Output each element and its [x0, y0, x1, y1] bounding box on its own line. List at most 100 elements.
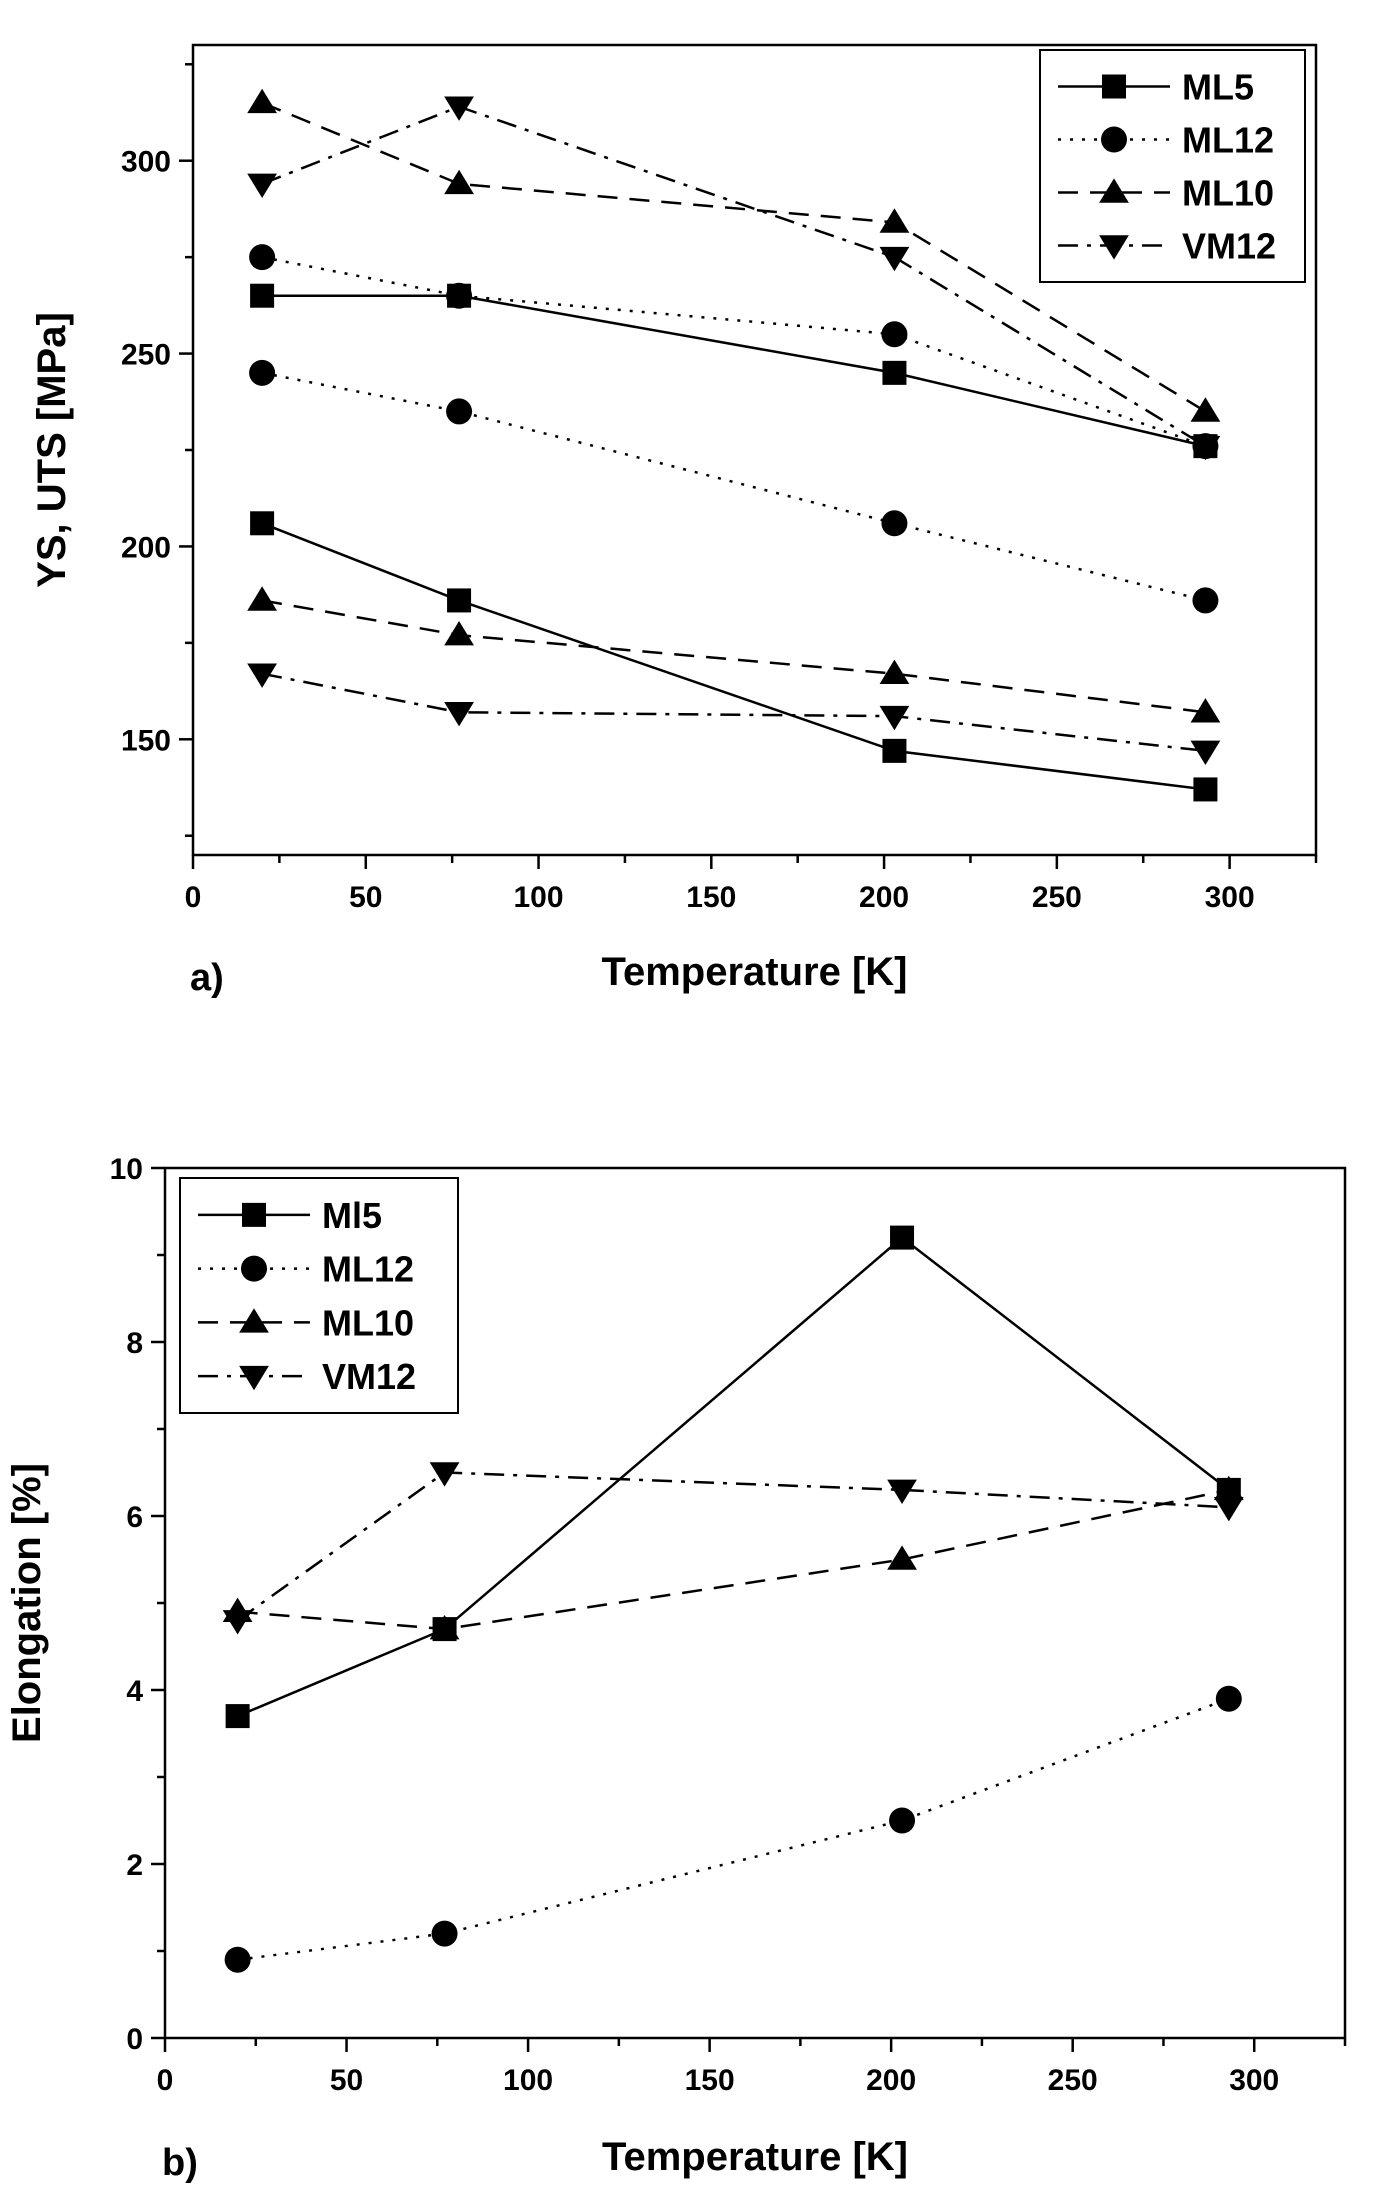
chart-a-series-ml10-ys-point — [1190, 698, 1221, 723]
chart-a-series-ml5-ys-point — [1193, 777, 1218, 802]
chart-b-legend-marker-ml12 — [241, 1255, 267, 1282]
chart-a-series-ml12-ys-line — [261, 371, 1206, 602]
chart-a-series-vm12-uts-point — [879, 246, 910, 272]
chart-a-series-vm12-uts-line — [261, 105, 1207, 448]
chart-b-series-ml12-point — [889, 1807, 916, 1834]
chart-b-legend-marker-ml10 — [239, 1308, 269, 1333]
chart-a-series-vm12-uts-point — [247, 173, 277, 198]
chart-b-y-tick-label: 2 — [126, 1849, 143, 1882]
chart-a-series-ml12-uts-point — [446, 282, 473, 309]
chart-b-series-ml10-point — [1213, 1475, 1244, 1501]
chart-a-y-axis-title: YS, UTS [MPa] — [30, 312, 74, 588]
chart-a-x-tick-label: 150 — [686, 881, 736, 914]
chart-a-series-vm12-uts-point — [1190, 435, 1221, 461]
chart-b-series-ml12-point — [431, 1920, 458, 1947]
chart-b-legend-label-ml5: Ml5 — [322, 1195, 382, 1236]
chart-a-legend-label-ml12: ML12 — [1182, 120, 1274, 161]
chart-b-series-vm12-point — [1213, 1497, 1244, 1522]
chart-b-series-ml12-point — [1215, 1685, 1242, 1712]
chart-a-series-vm12-ys-point — [879, 705, 910, 731]
chart-b-legend-label-ml10: ML10 — [322, 1302, 414, 1343]
chart-a-series-ml12-ys-point — [249, 359, 276, 386]
chart-b-x-tick-label: 150 — [685, 2064, 735, 2097]
chart-a-x-tick-label: 300 — [1205, 881, 1255, 914]
chart-a-x-axis-title: Temperature [K] — [602, 950, 908, 994]
chart-b-series-vm12-line — [236, 1471, 1229, 1622]
chart-a: 0 50 100 150 200 250 300 150 200 250 300 Temperatur… — [30, 43, 1318, 999]
chart-a-x-tick-label: 50 — [349, 881, 382, 914]
chart-a-series-vm12-uts-point — [444, 96, 474, 121]
chart-b-series-ml5-point — [225, 1704, 250, 1729]
chart-a-series-ml5-uts-line — [262, 294, 1206, 448]
chart-a-series-ml12-ys-point — [446, 398, 473, 425]
chart-a-series-ml5-ys-point — [250, 511, 275, 536]
chart-a-series-ml5-ys-point — [447, 588, 472, 613]
chart-a-series-ml12-uts-line — [261, 255, 1206, 448]
chart-a-x-tick-label: 250 — [1032, 881, 1082, 914]
chart-a-legend-label-ml10: ML10 — [1182, 173, 1274, 214]
chart-b-y-tick-label: 6 — [126, 1501, 143, 1534]
chart-b-y-tick-label: 0 — [126, 2023, 143, 2056]
chart-a-legend: ML5 ML12 ML10 VM12 — [1039, 49, 1306, 283]
chart-a-series-ml5-uts-point — [882, 360, 907, 385]
chart-a-y-tick-label: 200 — [121, 531, 171, 564]
chart-b-legend: Ml5 ML12 ML10 VM12 — [179, 1177, 459, 1414]
chart-b-legend-box — [179, 1177, 459, 1414]
chart-a-series-ml12-ys-point — [881, 510, 908, 537]
chart-a-series-ml10-uts-point — [879, 208, 910, 233]
chart-a-legend-box — [1039, 49, 1306, 283]
chart-b-series-ml12-line — [237, 1697, 1230, 1961]
chart-a-series-ml12-uts-point — [881, 321, 908, 348]
chart-b-panel-label: b) — [162, 2142, 198, 2184]
chart-a-series-ml10-uts-line — [261, 101, 1207, 413]
chart-b-x-tick-label: 100 — [503, 2064, 553, 2097]
chart-a-series-ml5-ys-line — [261, 522, 1206, 791]
chart-b-series-ml12-point — [224, 1946, 251, 1973]
chart-a-x-tick-label: 200 — [859, 881, 909, 914]
chart-a-legend-label-ml5: ML5 — [1182, 67, 1254, 108]
chart-a-x-tick-label: 0 — [185, 881, 202, 914]
chart-b-x-axis-title: Temperature [K] — [602, 2135, 908, 2179]
chart-a-series-ml5-uts-point — [250, 283, 275, 308]
chart-a-panel-label: a) — [190, 957, 224, 999]
chart-a-x-tick-label: 100 — [514, 881, 564, 914]
chart-a-series-ml10-ys-point — [247, 586, 277, 611]
chart-a-series-ml10-uts-point — [444, 169, 474, 195]
chart-b-y-tick-label: 10 — [110, 1153, 143, 1186]
chart-b-series-vm12-point — [887, 1479, 917, 1505]
chart-a-series-ml10-ys-point — [879, 659, 910, 684]
chart-b-x-tick-label: 250 — [1048, 2064, 1098, 2097]
chart-b-x-tick-label: 200 — [866, 2064, 916, 2097]
chart-a-legend-marker-ml5 — [1102, 74, 1126, 99]
chart-b-x-tick-label: 0 — [157, 2064, 174, 2097]
chart-a-series-vm12-ys-point — [1190, 740, 1221, 765]
chart-a-series-vm12-ys-point — [444, 702, 474, 727]
chart-b-y-tick-label: 8 — [126, 1327, 143, 1360]
chart-b-series-ml5-point — [890, 1225, 915, 1250]
chart-b-series-vm12-point — [429, 1462, 460, 1487]
chart-b-legend-marker-ml5 — [242, 1202, 266, 1227]
chart-a-series-ml12-uts-point — [249, 244, 276, 271]
chart-a-legend-marker-ml10 — [1099, 178, 1129, 203]
chart-a-series-vm12-ys-line — [261, 672, 1206, 753]
chart-b-x-tick-label: 50 — [330, 2064, 363, 2097]
chart-a-series-vm12-ys-point — [247, 663, 277, 688]
chart-b-series-ml10-point — [429, 1614, 460, 1640]
chart-a-series-ml10-ys-line — [261, 599, 1206, 714]
chart-b-series-ml10-line — [237, 1488, 1230, 1631]
chart-b-x-tick-label: 300 — [1229, 2064, 1279, 2097]
chart-b-series-ml10-point — [887, 1545, 917, 1570]
chart-b-y-tick-label: 4 — [126, 1675, 143, 1708]
chart-b-legend-label-vm12: VM12 — [322, 1356, 416, 1397]
chart-a-y-tick-label: 300 — [121, 146, 171, 179]
chart-b-series-ml5-line — [237, 1235, 1230, 1718]
chart-a-legend-marker-vm12 — [1099, 235, 1129, 260]
chart-a-legend-marker-ml12 — [1101, 126, 1127, 153]
chart-b-legend-marker-vm12 — [239, 1365, 269, 1391]
chart-a-y-tick-label: 150 — [121, 724, 171, 757]
chart-a-legend-label-vm12: VM12 — [1182, 226, 1276, 267]
chart-b-y-axis-title: Elongation [%] — [5, 1463, 49, 1743]
chart-a-y-tick-label: 250 — [121, 339, 171, 372]
chart-a-series-ml10-ys-point — [444, 621, 474, 646]
